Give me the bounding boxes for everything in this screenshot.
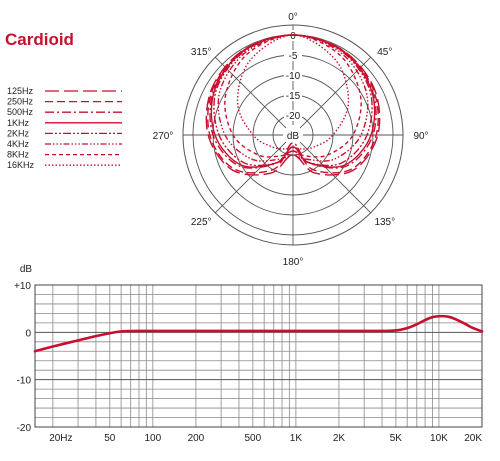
- legend-label: 4KHz: [7, 139, 30, 149]
- polar-ring-label: -5: [289, 51, 298, 62]
- polar-series-2KHz: [213, 34, 373, 167]
- polar-angle-label: 45°: [377, 47, 392, 58]
- polar-series-125Hz: [205, 34, 381, 176]
- polar-series-8KHz: [224, 34, 362, 158]
- polar-angle-label: 180°: [283, 257, 304, 268]
- polar-spoke: [299, 141, 372, 214]
- polar-angle-label: 315°: [191, 47, 212, 58]
- polar-ring-label: -15: [286, 91, 301, 102]
- legend-label: 16KHz: [7, 160, 35, 170]
- polar-angle-label: 270°: [153, 131, 174, 142]
- polar-series-250Hz: [207, 34, 379, 174]
- polar-ring-label-bg: [284, 130, 302, 141]
- polar-ring-label-bg: [284, 110, 302, 121]
- legend-label: 125Hz: [7, 86, 34, 96]
- polar-series-4KHz: [217, 34, 369, 162]
- legend-label: 8KHz: [7, 150, 30, 160]
- polar-angle-label: 135°: [374, 217, 395, 228]
- chart-title: Cardioid: [5, 30, 74, 49]
- polar-spoke: [214, 141, 287, 214]
- polar-angle-label: 225°: [191, 217, 212, 228]
- polar-ring-label-bg: [284, 90, 302, 101]
- legend-label: 1KHz: [7, 118, 30, 128]
- legend-label: 250Hz: [7, 97, 34, 107]
- polar-ring-label: -10: [286, 71, 301, 82]
- polar-angle-label: 0°: [288, 12, 298, 23]
- polar-ring-label: 0: [290, 31, 296, 42]
- polar-ring-label: -20: [286, 111, 301, 122]
- legend-label: 2KHz: [7, 128, 30, 138]
- polar-angle-label: 90°: [413, 131, 428, 142]
- legend-label: 500Hz: [7, 107, 34, 117]
- polar-ring-label-bg: [284, 70, 302, 81]
- polar-ring-label-bg: [284, 50, 302, 61]
- polar-series-16KHz: [236, 34, 350, 150]
- polar-ring-label: dB: [287, 131, 300, 142]
